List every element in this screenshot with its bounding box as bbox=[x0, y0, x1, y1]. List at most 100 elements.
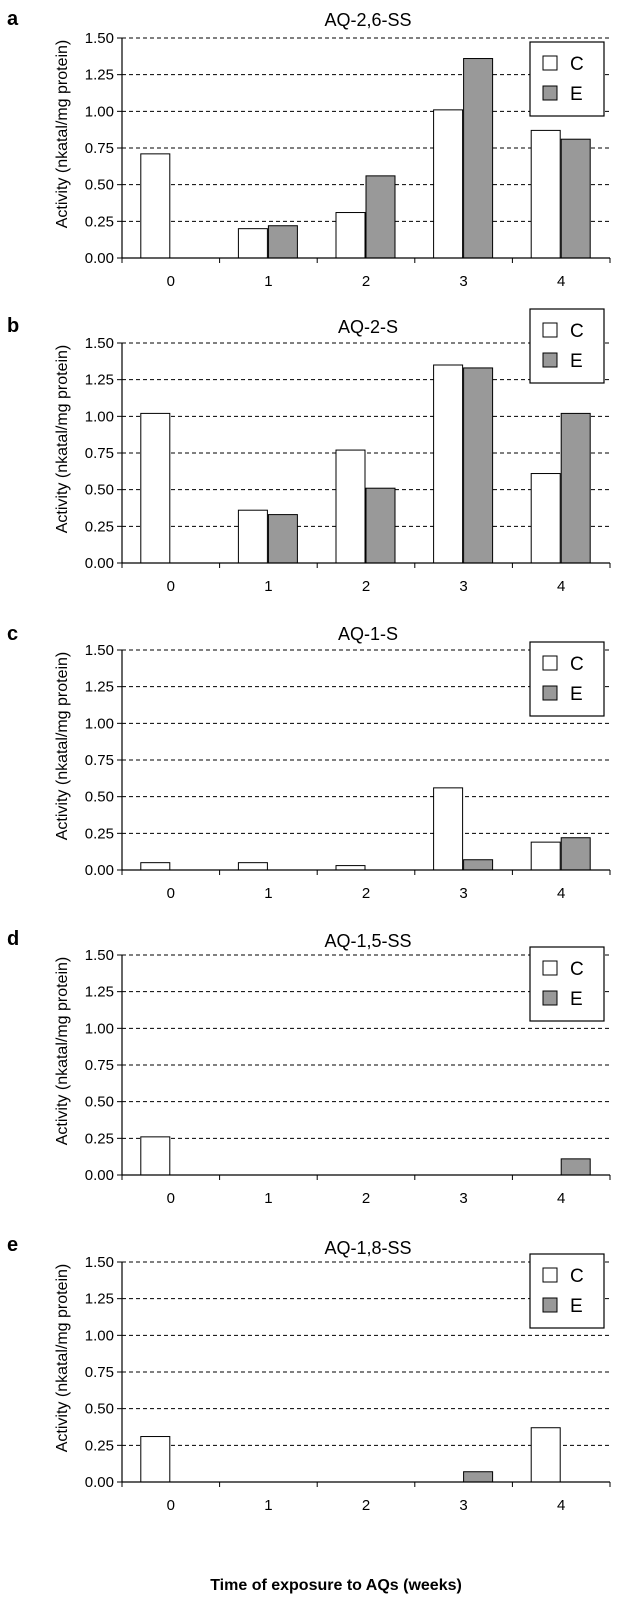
legend-label-E: E bbox=[570, 1296, 583, 1317]
bar-C-week-0 bbox=[140, 412, 171, 564]
x-tick-label: 3 bbox=[459, 1497, 467, 1514]
x-tick-label: 1 bbox=[264, 273, 272, 290]
y-tick-label: 0.00 bbox=[85, 1167, 114, 1184]
bar-E-week-4 bbox=[560, 412, 591, 564]
legend-label-E: E bbox=[570, 351, 583, 372]
x-tick-label: 1 bbox=[264, 578, 272, 595]
bar-C-week-3 bbox=[433, 364, 464, 564]
chart-title: AQ-1,5-SS bbox=[324, 931, 411, 951]
legend-box bbox=[529, 946, 605, 1022]
y-tick-label: 1.50 bbox=[85, 335, 114, 352]
panel-letter: a bbox=[7, 8, 19, 30]
chart-title: AQ-2-S bbox=[338, 317, 398, 337]
x-tick-label: 3 bbox=[459, 885, 467, 902]
bar-C-week-4 bbox=[530, 841, 561, 871]
legend-swatch-E bbox=[542, 1297, 558, 1313]
bar-E-week-4 bbox=[560, 1158, 591, 1176]
y-axis-label: Activity (nkatal/mg protein) bbox=[54, 1264, 71, 1453]
x-tick-label: 4 bbox=[557, 273, 565, 290]
bar-E-week-1 bbox=[267, 225, 298, 259]
legend-box bbox=[529, 1253, 605, 1329]
bar-C-week-3 bbox=[433, 787, 464, 871]
legend-swatch-C bbox=[542, 322, 558, 338]
bar-C-week-2 bbox=[335, 865, 366, 871]
y-tick-label: 1.25 bbox=[85, 67, 114, 84]
legend-swatch-E bbox=[542, 990, 558, 1006]
y-tick-label: 1.25 bbox=[85, 679, 114, 696]
y-tick-label: 0.25 bbox=[85, 1130, 114, 1147]
x-tick-label: 2 bbox=[362, 885, 370, 902]
chart-panel-e: e AQ-1,8-SS 0.00 0.25 0.50 0.75 1.00 1.25 1.50 Ac… bbox=[7, 1234, 611, 1514]
y-tick-label: 0.75 bbox=[85, 752, 114, 769]
legend-swatch-E bbox=[542, 85, 558, 101]
panel-letter: e bbox=[7, 1234, 18, 1256]
legend-box bbox=[529, 308, 605, 384]
legend-box bbox=[529, 641, 605, 717]
x-tick-label: 3 bbox=[459, 1190, 467, 1207]
legend-label-C: C bbox=[570, 654, 584, 675]
x-tick-label: 4 bbox=[557, 1497, 565, 1514]
bar-E-week-3 bbox=[463, 1471, 494, 1483]
y-tick-label: 0.25 bbox=[85, 518, 114, 535]
legend-label-C: C bbox=[570, 54, 584, 75]
y-tick-label: 1.00 bbox=[85, 1020, 114, 1037]
y-tick-label: 0.75 bbox=[85, 140, 114, 157]
y-axis-label: Activity (nkatal/mg protein) bbox=[54, 345, 71, 534]
bar-E-week-1 bbox=[267, 514, 298, 564]
x-tick-label: 0 bbox=[167, 273, 175, 290]
chart-panel-b: b AQ-2-S 0.00 0.25 0.50 0.75 1.00 1.25 1.50 Activ… bbox=[7, 308, 611, 595]
legend-label-E: E bbox=[570, 84, 583, 105]
chart-title: AQ-1-S bbox=[338, 624, 398, 644]
bar-C-week-0 bbox=[140, 153, 171, 259]
y-tick-label: 0.50 bbox=[85, 482, 114, 499]
y-tick-label: 1.25 bbox=[85, 1291, 114, 1308]
y-tick-label: 1.00 bbox=[85, 408, 114, 425]
y-tick-label: 0.50 bbox=[85, 177, 114, 194]
y-tick-label: 1.00 bbox=[85, 103, 114, 120]
y-tick-label: 0.50 bbox=[85, 789, 114, 806]
chart-panel-c: c AQ-1-S 0.00 0.25 0.50 0.75 1.00 1.25 1.50 Activ… bbox=[7, 623, 611, 902]
chart-panel-d: d AQ-1,5-SS 0.00 0.25 0.50 0.75 1.00 1.25 1.50 Ac… bbox=[7, 928, 611, 1207]
x-tick-label: 0 bbox=[167, 578, 175, 595]
bar-E-week-3 bbox=[463, 367, 494, 564]
x-tick-label: 4 bbox=[557, 1190, 565, 1207]
y-tick-label: 1.25 bbox=[85, 372, 114, 389]
panel-letter: b bbox=[7, 315, 19, 337]
x-tick-label: 1 bbox=[264, 1497, 272, 1514]
x-tick-label: 4 bbox=[557, 885, 565, 902]
bar-C-week-0 bbox=[140, 1136, 171, 1176]
bar-C-week-4 bbox=[530, 129, 561, 259]
x-tick-label: 2 bbox=[362, 578, 370, 595]
x-tick-label: 1 bbox=[264, 885, 272, 902]
bar-C-week-2 bbox=[335, 449, 366, 564]
bar-E-week-3 bbox=[463, 859, 494, 871]
y-tick-label: 0.75 bbox=[85, 1364, 114, 1381]
bar-C-week-2 bbox=[335, 212, 366, 259]
y-tick-label: 0.50 bbox=[85, 1094, 114, 1111]
bar-C-week-0 bbox=[140, 1436, 171, 1483]
legend-swatch-E bbox=[542, 352, 558, 368]
y-tick-label: 0.00 bbox=[85, 250, 114, 267]
bar-C-week-1 bbox=[237, 862, 268, 871]
bar-C-week-1 bbox=[237, 228, 268, 259]
x-tick-label: 0 bbox=[167, 1190, 175, 1207]
legend-swatch-C bbox=[542, 655, 558, 671]
y-tick-label: 0.75 bbox=[85, 1057, 114, 1074]
bar-C-week-4 bbox=[530, 473, 561, 564]
y-axis-label: Activity (nkatal/mg protein) bbox=[54, 40, 71, 229]
chart-title: AQ-1,8-SS bbox=[324, 1238, 411, 1258]
chart-panel-a: a AQ-2,6-SS 0.00 0.25 0.50 0.75 1.00 1.25 1.50 Ac… bbox=[7, 8, 611, 290]
y-tick-label: 0.25 bbox=[85, 825, 114, 842]
y-tick-label: 1.50 bbox=[85, 642, 114, 659]
legend-box bbox=[529, 41, 605, 117]
x-tick-label: 2 bbox=[362, 1497, 370, 1514]
y-tick-label: 1.25 bbox=[85, 984, 114, 1001]
y-tick-label: 1.00 bbox=[85, 715, 114, 732]
bar-C-week-3 bbox=[433, 109, 464, 259]
x-tick-label: 1 bbox=[264, 1190, 272, 1207]
y-tick-label: 1.00 bbox=[85, 1327, 114, 1344]
bar-C-week-4 bbox=[530, 1427, 561, 1483]
y-axis-label: Activity (nkatal/mg protein) bbox=[54, 652, 71, 841]
y-tick-label: 0.50 bbox=[85, 1401, 114, 1418]
